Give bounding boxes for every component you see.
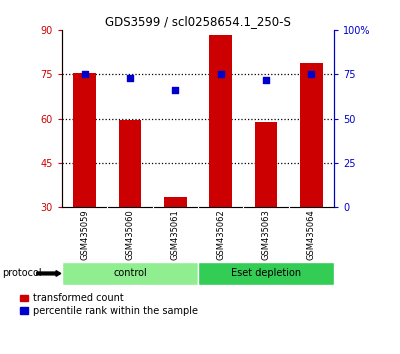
Point (82, 72, 88, 77)
Bar (300, 63, 323, 207)
Bar (62, 262, 198, 285)
Bar (255, 121, 277, 207)
Bar (73, 73, 96, 207)
Bar (209, 34, 232, 207)
Text: protocol: protocol (2, 268, 42, 279)
Legend: transformed count, percentile rank within the sample: transformed count, percentile rank withi… (20, 293, 198, 316)
Point (127, 75, 133, 81)
Text: GSM435059: GSM435059 (80, 209, 89, 260)
Bar (164, 197, 187, 207)
Text: GSM435062: GSM435062 (216, 209, 225, 260)
Text: Eset depletion: Eset depletion (231, 268, 301, 279)
Point (263, 77, 269, 82)
Bar (198, 262, 334, 285)
Point (308, 72, 314, 77)
Title: GDS3599 / scl0258654.1_250-S: GDS3599 / scl0258654.1_250-S (105, 15, 291, 28)
Text: control: control (113, 268, 147, 279)
Text: GSM435060: GSM435060 (126, 209, 134, 260)
Bar (119, 120, 141, 207)
Point (172, 87, 178, 93)
Text: GSM435064: GSM435064 (307, 209, 316, 260)
Point (218, 72, 224, 77)
Text: GSM435061: GSM435061 (171, 209, 180, 260)
Text: GSM435063: GSM435063 (262, 209, 270, 260)
